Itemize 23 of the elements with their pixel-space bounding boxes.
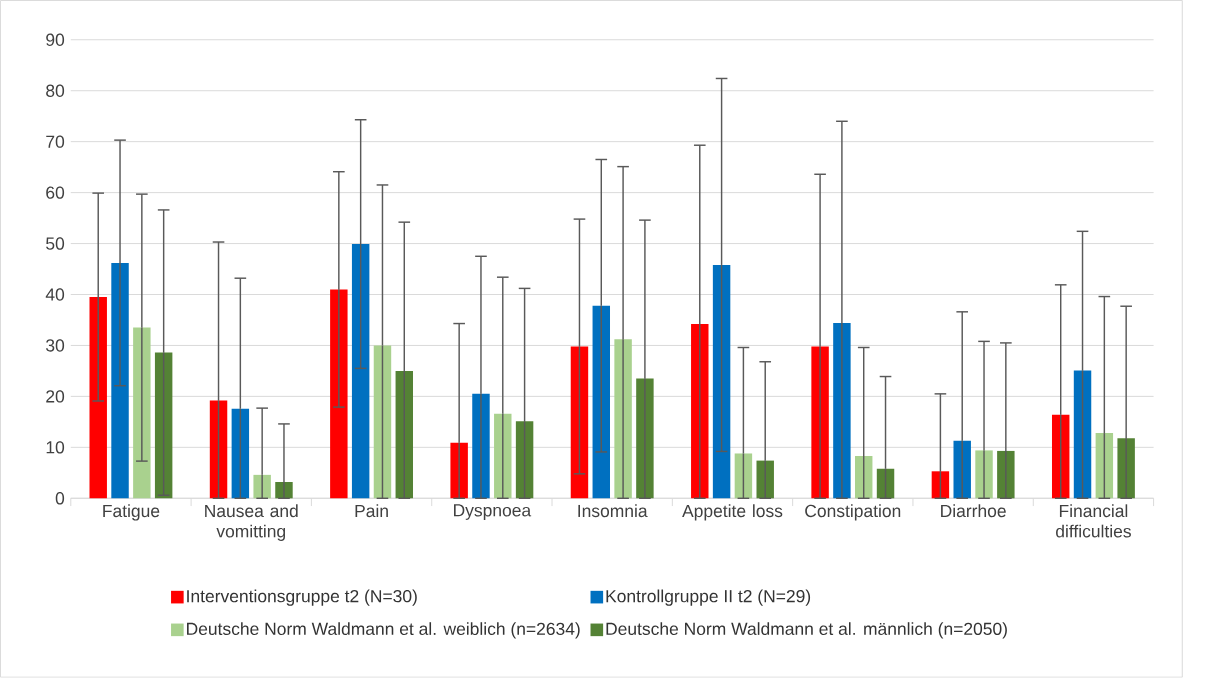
- y-tick-label: 10: [46, 441, 65, 454]
- y-tick-label: 60: [46, 186, 65, 199]
- x-tick-label: Dyspnoea: [454, 504, 532, 521]
- legend-label: Interventionsgruppe t2 (N=30): [187, 589, 417, 606]
- legend-label: Kontrollgruppe II t2 (N=29): [606, 589, 811, 606]
- y-tick-label: 90: [46, 33, 65, 47]
- y-tick-label: 70: [46, 135, 65, 148]
- x-tick-label: Diarrhoe: [941, 504, 1006, 518]
- y-tick-label: 0: [55, 492, 65, 505]
- legend-label: Deutsche Norm Waldmann et al. weiblich (n=2634): [187, 622, 580, 639]
- x-tick-label: Financial difficulties: [1056, 504, 1131, 538]
- x-tick-label: Pain: [355, 504, 388, 518]
- x-tick-label: Nausea and vomitting: [205, 504, 298, 542]
- y-tick-label: 80: [46, 84, 65, 98]
- x-tick-label: Constipation: [805, 504, 901, 521]
- y-tick-label: 20: [46, 390, 65, 403]
- x-tick-label: Insomnia: [578, 504, 648, 518]
- y-tick-label: 40: [45, 288, 65, 301]
- x-tick-label: Fatigue: [103, 504, 160, 521]
- y-tick-label: 30: [46, 339, 65, 352]
- legend-label: Deutsche Norm Waldmann et al. männlich (n=2050): [606, 622, 1007, 639]
- x-tick-label: Appetite loss: [682, 504, 783, 521]
- y-tick-label: 50: [46, 237, 65, 250]
